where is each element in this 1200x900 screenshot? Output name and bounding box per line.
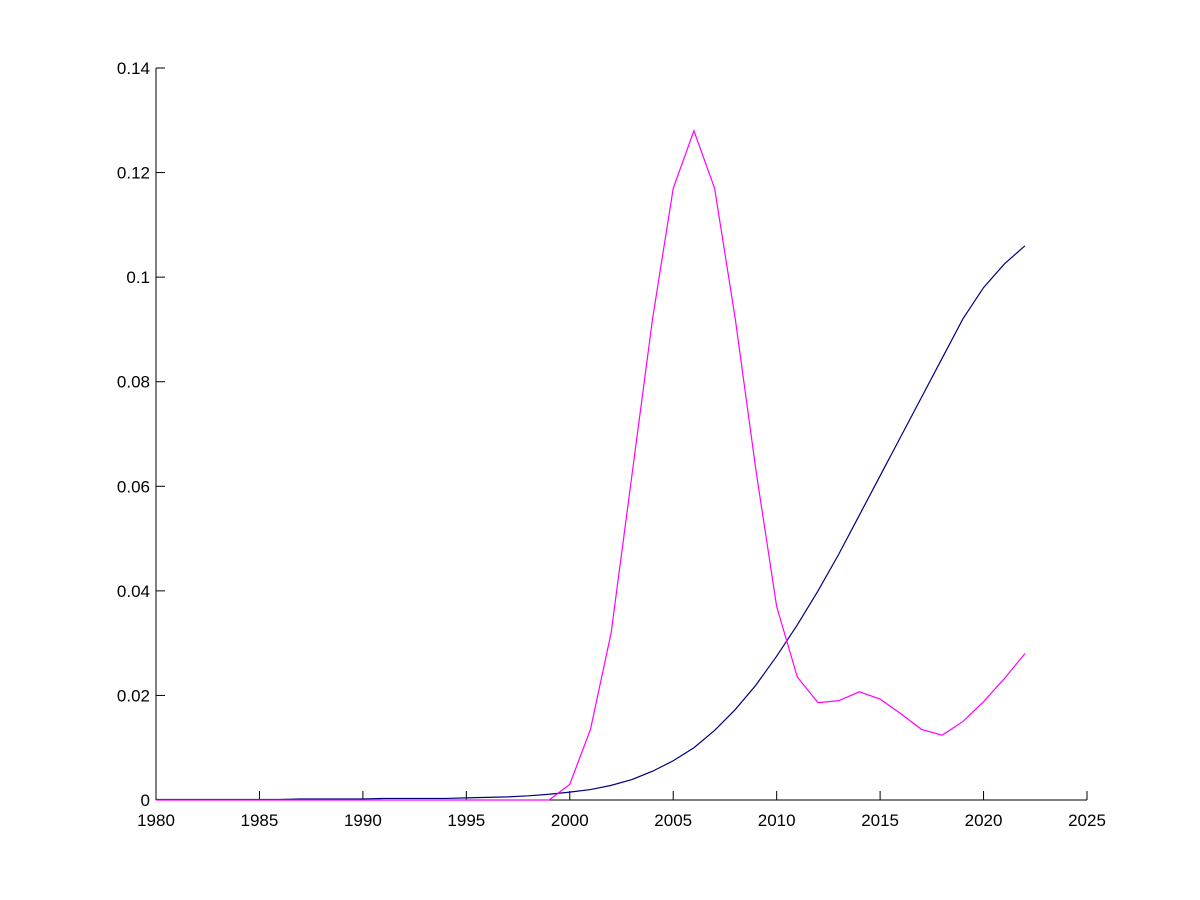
x-tick-label: 2000 [551,811,589,830]
x-tick-label: 1995 [447,811,485,830]
y-tick-label: 0 [141,791,150,810]
x-tick-label: 2020 [965,811,1003,830]
x-tick-label: 2025 [1068,811,1106,830]
x-tick-label: 1985 [241,811,279,830]
y-tick-label: 0.12 [117,164,150,183]
x-tick-label: 2015 [861,811,899,830]
x-tick-label: 2005 [654,811,692,830]
series-line [156,245,1026,801]
x-tick-label: 1980 [137,811,175,830]
y-tick-label: 0.04 [117,582,150,601]
series-line [156,128,1026,801]
y-tick-label: 0.08 [117,373,150,392]
y-tick-label: 0.1 [126,268,150,287]
y-tick-label: 0.06 [117,477,150,496]
y-tick-label: 0.14 [117,59,150,78]
x-tick-label: 1990 [344,811,382,830]
x-tick-label: 2010 [758,811,796,830]
y-tick-label: 0.02 [117,686,150,705]
